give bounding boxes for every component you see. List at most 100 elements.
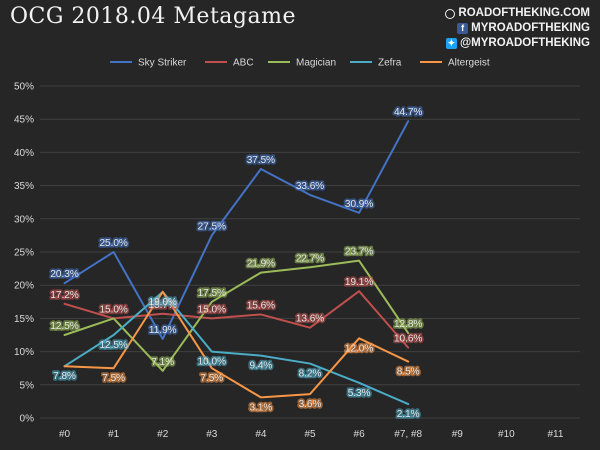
y-tick-label: 45%: [14, 115, 34, 126]
data-label: 23.7%: [345, 247, 373, 258]
data-label-glow: 44.7%: [394, 107, 422, 118]
data-label: 15.7%: [149, 300, 177, 311]
data-label: 44.7%: [394, 107, 422, 118]
data-label: 12.8%: [394, 319, 422, 330]
data-label: 7.8%: [53, 371, 76, 382]
data-label-glow: 10.6%: [394, 334, 422, 345]
data-label: 12.5%: [50, 321, 78, 332]
x-tick-label: #4: [255, 429, 267, 440]
legend-label: Altergeist: [448, 58, 490, 69]
branding: ROADOFTHEKING.COM f MYROADOFTHEKING ✦ @M…: [445, 6, 590, 51]
data-label-glow: 15.6%: [247, 300, 275, 311]
y-tick-label: 10%: [14, 347, 34, 358]
data-labels: 20.3%20.3%25.0%25.0%11.9%11.9%27.5%27.5%…: [49, 105, 425, 421]
data-label-glow: 19.0%: [149, 297, 177, 308]
data-label: 8.5%: [397, 367, 420, 378]
x-tick-label: #6: [354, 429, 366, 440]
data-label: 8.2%: [299, 369, 322, 380]
series-lines: [63, 120, 410, 406]
data-label: 12.5%: [99, 340, 127, 351]
x-tick-label: #0: [59, 429, 71, 440]
data-label: 10.6%: [394, 334, 422, 345]
x-tick-label: #11: [547, 429, 563, 440]
data-label-glow: 17.2%: [50, 290, 78, 301]
legend-label: Magician: [296, 58, 336, 69]
brand-twitter-text: @MYROADOFTHEKING: [459, 37, 590, 49]
data-label: 3.1%: [250, 402, 273, 413]
y-tick-label: 50%: [14, 82, 34, 93]
data-label-glow: 3.6%: [299, 399, 322, 410]
data-label: 9.4%: [250, 361, 273, 372]
data-label: 20.3%: [50, 269, 78, 280]
data-label-glow: 11.9%: [149, 325, 177, 336]
grid: [40, 85, 580, 419]
data-label-glow: 15.7%: [149, 300, 177, 311]
data-label: 21.9%: [247, 259, 275, 270]
data-label: 15.0%: [198, 304, 226, 315]
data-label-glow: 37.5%: [247, 155, 275, 166]
data-label-glow: 8.5%: [397, 367, 420, 378]
data-label-glow: 5.3%: [348, 388, 371, 399]
axes: 0% 5% 10% 15% 20% 25% 30% 35% 40% 45% 50% #0 #1 #2 #3 #…: [14, 82, 564, 441]
brand-website: ROADOFTHEKING.COM: [445, 6, 590, 21]
data-label-glow: 15.0%: [99, 304, 127, 315]
brand-twitter: ✦ @MYROADOFTHEKING: [445, 36, 590, 51]
data-label-glow: 22.7%: [296, 253, 324, 264]
y-tick-label: 30%: [14, 214, 34, 225]
y-tick-label: 25%: [14, 248, 34, 259]
y-tick-label: 20%: [14, 281, 34, 292]
data-label: 3.6%: [299, 399, 322, 410]
data-label: 37.5%: [247, 155, 275, 166]
data-label: 7.5%: [200, 373, 223, 384]
y-tick-label: 35%: [14, 181, 34, 192]
data-label-glow: 3.1%: [250, 402, 273, 413]
data-label: 17.2%: [50, 290, 78, 301]
data-label: 19.1%: [345, 277, 373, 288]
data-label-glow: 9.4%: [250, 361, 273, 372]
data-label-glow: 33.6%: [296, 181, 324, 192]
data-label: 13.6%: [296, 314, 324, 325]
globe-icon: [445, 8, 456, 19]
twitter-icon: ✦: [445, 38, 457, 49]
data-label-glow: 7.5%: [102, 373, 125, 384]
x-tick-label: #1: [108, 429, 120, 440]
x-tick-label: #7, #8: [394, 429, 422, 440]
data-label-glow: 17.5%: [198, 288, 226, 299]
legend: Sky Striker ABC Magician Zefra Altergeist: [110, 58, 490, 69]
data-label: 17.5%: [198, 288, 226, 299]
data-label-glow: 12.0%: [345, 343, 373, 354]
data-label: 27.5%: [198, 221, 226, 232]
brand-facebook-text: MYROADOFTHEKING: [471, 22, 590, 34]
data-label: 11.9%: [149, 325, 177, 336]
y-tick-label: 40%: [14, 148, 34, 159]
data-label: 15.0%: [99, 304, 127, 315]
series-line: [63, 290, 410, 399]
data-label-glow: 12.8%: [394, 319, 422, 330]
x-tick-label: #9: [452, 429, 464, 440]
data-label-glow: 15.0%: [198, 304, 226, 315]
data-label-glow: 7.8%: [53, 371, 76, 382]
data-label: 33.6%: [296, 181, 324, 192]
data-label-glow: 12.5%: [99, 340, 127, 351]
data-label: 15.6%: [247, 300, 275, 311]
data-label-glow: 8.2%: [299, 369, 322, 380]
data-label-glow: 12.5%: [50, 321, 78, 332]
data-label-glow: 7.5%: [200, 373, 223, 384]
series-line: [63, 290, 410, 406]
data-label-glow: 20.3%: [50, 269, 78, 280]
data-label: 30.9%: [345, 199, 373, 210]
data-label-glow: 10.0%: [198, 357, 226, 368]
data-label-glow: 13.6%: [296, 314, 324, 325]
brand-facebook: f MYROADOFTHEKING: [445, 21, 590, 36]
data-label: 7.5%: [102, 373, 125, 384]
y-tick-label: 5%: [20, 380, 35, 391]
data-label: 7.1%: [151, 357, 174, 368]
series-line: [63, 120, 410, 340]
legend-label: Zefra: [378, 58, 402, 69]
brand-website-text: ROADOFTHEKING.COM: [458, 7, 590, 19]
y-tick-label: 0%: [20, 414, 35, 425]
facebook-icon: f: [457, 23, 469, 34]
data-label: 2.1%: [397, 409, 420, 420]
legend-label: Sky Striker: [138, 58, 187, 69]
data-label: 5.3%: [348, 388, 371, 399]
